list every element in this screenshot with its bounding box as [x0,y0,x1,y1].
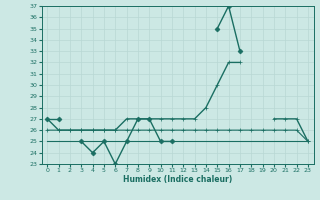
X-axis label: Humidex (Indice chaleur): Humidex (Indice chaleur) [123,175,232,184]
